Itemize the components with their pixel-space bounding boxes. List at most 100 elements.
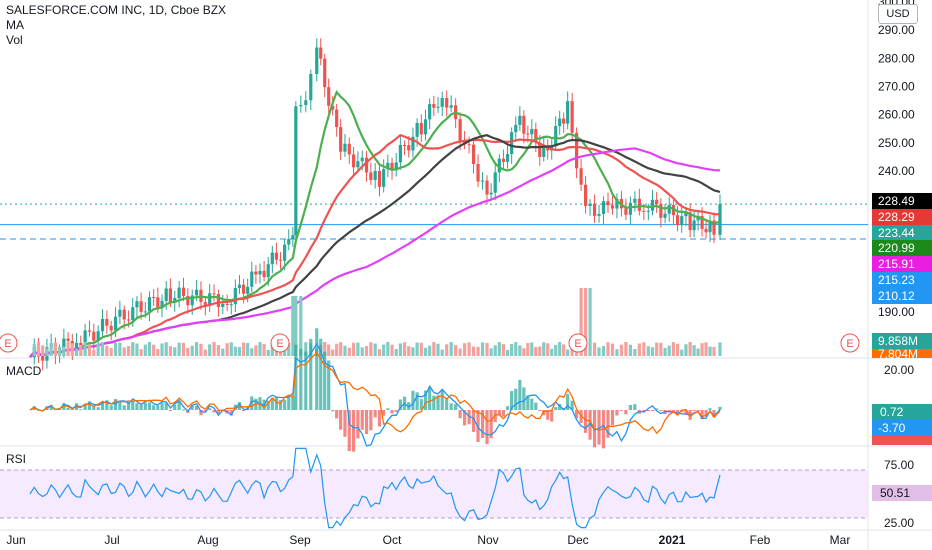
candle-body <box>558 118 562 127</box>
volume-bar <box>49 342 53 356</box>
chart-title[interactable]: SALESFORCE.COM INC, 1D, Cboe BZX <box>6 3 227 17</box>
candle-body <box>554 126 558 147</box>
macd-histogram-bar <box>203 410 207 412</box>
candle-body <box>335 109 339 128</box>
volume-bar <box>147 342 152 356</box>
macd-histogram-bar <box>514 388 518 410</box>
candle-body <box>445 98 449 108</box>
volume-bar <box>646 346 650 356</box>
ma-indicator-label[interactable]: MA <box>6 18 24 32</box>
macd-histogram-bar <box>423 390 428 410</box>
macd-histogram-bar <box>208 408 212 410</box>
candle-body <box>407 145 411 151</box>
macd-histogram-bar <box>546 410 550 420</box>
candle-body <box>514 124 518 133</box>
volume-bar <box>675 343 680 356</box>
time-axis-tick: Sep <box>289 533 311 547</box>
candle-body <box>680 216 684 226</box>
macd-legend[interactable]: MACD <box>6 364 42 378</box>
macd-histogram-bar <box>304 351 308 410</box>
candle-body <box>79 342 83 346</box>
macd-histogram-bar <box>250 396 254 410</box>
macd-histogram-bar <box>588 410 592 440</box>
macd-histogram-bar <box>66 407 70 410</box>
earnings-marker <box>0 333 18 353</box>
volume-bar <box>700 343 704 356</box>
time-axis-tick: Jun <box>6 533 25 547</box>
volume-label-badge <box>872 349 932 358</box>
candle-body <box>173 298 177 303</box>
candle-body <box>160 300 164 308</box>
candle-body <box>225 303 229 305</box>
currency-button[interactable]: USD <box>878 4 918 24</box>
candle-body <box>323 58 327 88</box>
macd-histogram-bar <box>319 338 323 410</box>
macd-histogram-bar <box>463 410 467 426</box>
volume-bar <box>558 342 562 356</box>
rsi-legend[interactable]: RSI <box>6 452 27 466</box>
price-axis-tick: 250.00 <box>878 136 915 150</box>
volume-bar <box>432 342 436 356</box>
volume-bar <box>518 345 522 356</box>
candle-body <box>428 104 432 120</box>
candle-body <box>566 101 570 124</box>
volume-bar <box>628 344 632 356</box>
candle-body <box>168 288 172 303</box>
macd-histogram-bar <box>575 410 579 419</box>
volume-bar <box>41 345 45 356</box>
earnings-marker-label: E <box>846 338 853 350</box>
price-label-badge <box>872 240 932 256</box>
macd-value-badge <box>872 420 932 436</box>
candle-body <box>100 318 105 332</box>
candle-body <box>592 203 597 216</box>
candle-body <box>177 287 181 299</box>
macd-histogram-bar <box>79 409 83 411</box>
macd-histogram-bar <box>436 395 440 410</box>
volume-bar <box>505 349 510 356</box>
vol-indicator-label[interactable]: Vol <box>6 33 23 47</box>
volume-bar <box>546 343 550 356</box>
volume-bar <box>522 348 526 356</box>
candle-body <box>526 133 530 135</box>
candle-body <box>118 309 122 317</box>
volume-bar <box>181 342 186 356</box>
candle-body <box>530 128 534 135</box>
candle-body <box>96 331 100 341</box>
candle-body <box>92 331 96 341</box>
volume-bar <box>186 347 190 356</box>
volume-bar <box>246 343 250 356</box>
candle-body <box>262 270 266 278</box>
candle-body <box>181 287 186 297</box>
volume-bar <box>70 343 74 356</box>
volume-bar <box>534 347 538 356</box>
time-axis-tick: Feb <box>750 533 771 547</box>
macd-histogram-bar <box>83 405 87 410</box>
macd-histogram-bar <box>700 410 704 420</box>
macd-histogram-bar <box>489 410 493 439</box>
macd-histogram-bar <box>432 395 436 410</box>
volume-bar <box>402 342 407 356</box>
volume-bar <box>113 342 118 356</box>
macd-histogram-bar <box>467 410 471 425</box>
candle-body <box>480 180 485 182</box>
candle-body <box>510 132 514 155</box>
macd-histogram-bar <box>522 387 526 410</box>
macd-histogram-bar <box>274 396 279 410</box>
volume-bar <box>655 342 659 356</box>
candle-body <box>221 303 225 307</box>
macd-histogram-bar <box>241 410 246 411</box>
macd-histogram-bar <box>606 410 610 438</box>
volume-bar <box>480 342 485 356</box>
candle-body <box>415 122 419 137</box>
volume-bar <box>514 342 518 356</box>
price-label-badge <box>872 209 932 225</box>
macd-histogram-bar <box>113 398 118 410</box>
candle-body <box>233 288 237 305</box>
volume-bar <box>642 342 646 356</box>
volume-bar <box>489 348 493 356</box>
candle-body <box>659 204 663 218</box>
macd-histogram-bar <box>659 410 663 412</box>
volume-bar <box>45 348 49 356</box>
macd-histogram-bar <box>501 410 506 417</box>
